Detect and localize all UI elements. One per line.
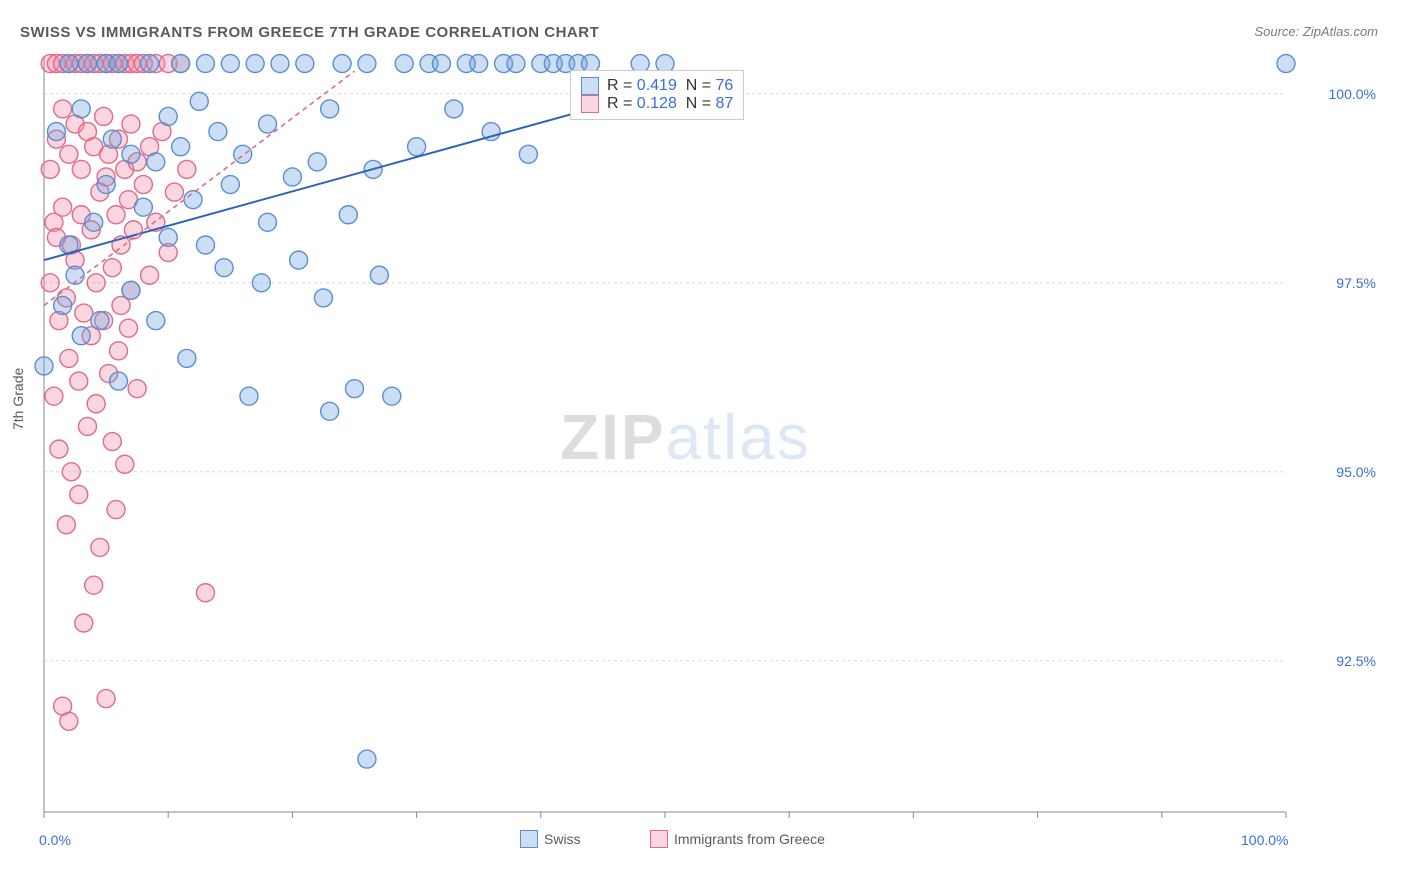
stats-text: R = 0.128 N = 87 [607,95,733,113]
stats-swatch [581,95,599,113]
y-tick-label: 92.5% [1296,653,1376,669]
x-tick-label: 100.0% [1241,832,1288,848]
stats-row: R = 0.128 N = 87 [581,95,733,113]
stats-swatch [581,77,599,95]
y-tick-label: 100.0% [1296,86,1376,102]
legend-item: Swiss [520,830,581,848]
legend-label: Immigrants from Greece [674,831,825,847]
y-tick-label: 97.5% [1296,275,1376,291]
legend-item: Immigrants from Greece [650,830,825,848]
x-tick-label: 0.0% [39,832,71,848]
scatter-chart [0,0,1406,892]
legend-label: Swiss [544,831,581,847]
correlation-stats-box: R = 0.419 N = 76R = 0.128 N = 87 [570,70,744,120]
y-tick-label: 95.0% [1296,464,1376,480]
stats-text: R = 0.419 N = 76 [607,77,733,95]
legend-swatch [650,830,668,848]
legend-swatch [520,830,538,848]
stats-row: R = 0.419 N = 76 [581,77,733,95]
